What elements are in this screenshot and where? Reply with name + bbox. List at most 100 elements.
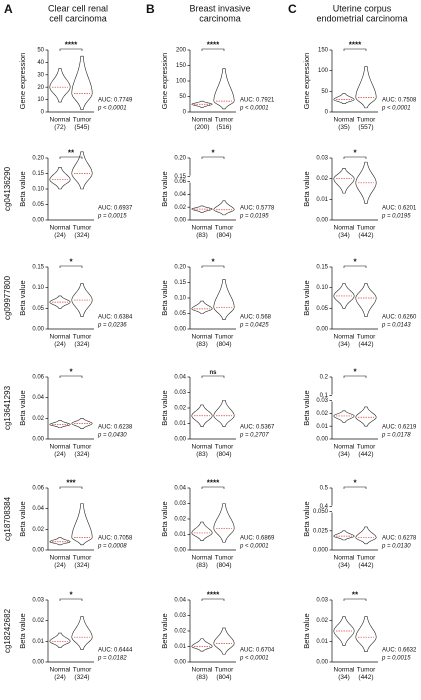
- y-tick-label: 0.01: [316, 197, 328, 203]
- sample-count: (804): [216, 674, 231, 681]
- violin: [333, 93, 355, 105]
- sample-count: (83): [196, 341, 208, 348]
- y-tick-label: 0.02: [174, 629, 186, 635]
- sample-count: (34): [338, 674, 350, 681]
- y-tick-label: 0.03: [174, 613, 186, 619]
- y-axis-label: Gene expression: [160, 53, 169, 110]
- y-tick-label: 50: [37, 48, 44, 54]
- violin: [49, 420, 71, 428]
- y-tick-label: 0.01: [174, 532, 186, 538]
- violin: [333, 530, 355, 541]
- sample-count: (804): [216, 232, 231, 239]
- y-tick-label: 0.20: [32, 156, 44, 162]
- x-tick-label: Normal: [192, 334, 214, 341]
- p-value-label: p = 0,0425: [239, 323, 269, 329]
- x-tick-label: Normal: [192, 117, 214, 124]
- y-axis-label: Beta value: [302, 171, 311, 206]
- sample-count: (324): [74, 562, 89, 569]
- y-axis-label: Beta value: [160, 501, 169, 536]
- auc-label: AUC: 0.6278: [382, 536, 417, 542]
- x-tick-label: Normal: [50, 225, 72, 232]
- y-tick-label: 0.00: [174, 327, 186, 333]
- x-tick-label: Tumor: [215, 667, 234, 674]
- panel-letter: B: [146, 2, 155, 16]
- p-value-label: p = 0,0178: [381, 433, 411, 439]
- x-tick-label: Tumor: [73, 334, 92, 341]
- x-tick-label: Tumor: [215, 555, 234, 562]
- significance-bracket: [343, 486, 367, 489]
- sample-count: (34): [338, 232, 350, 239]
- significance-bracket: [343, 48, 367, 51]
- y-axis-label: Gene expression: [18, 53, 27, 110]
- column-title: Breast invasive: [189, 3, 250, 13]
- x-tick-label: Normal: [192, 225, 214, 232]
- violin: [213, 503, 235, 543]
- auc-label: AUC: 0.6632: [382, 648, 417, 654]
- y-tick-label: 0.03: [32, 598, 44, 604]
- significance-bracket: [343, 598, 367, 601]
- violin: [191, 300, 213, 314]
- sample-count: (442): [358, 674, 373, 681]
- significance-label: *: [353, 479, 357, 488]
- violin: [333, 410, 355, 423]
- y-tick-label: 0.00: [316, 437, 328, 443]
- y-tick-label: 0.20: [174, 156, 186, 162]
- y-tick-label: 0.05: [174, 311, 186, 317]
- significance-label: *: [69, 258, 73, 267]
- y-tick-label: 0.10: [32, 187, 44, 193]
- violin: [213, 399, 235, 427]
- y-tick-label: 0.2: [320, 375, 329, 381]
- p-value-label: p = 0,0195: [381, 214, 411, 220]
- sample-count: (324): [74, 232, 89, 239]
- y-axis-label: Beta value: [302, 613, 311, 648]
- y-tick-label: 20: [37, 85, 44, 91]
- y-tick-label: 0.03: [316, 398, 328, 404]
- y-axis-label: Beta value: [160, 280, 169, 315]
- significance-bracket: [201, 375, 225, 378]
- y-axis-label: Gene expression: [302, 53, 311, 110]
- y-tick-label: 0.01: [174, 644, 186, 650]
- x-tick-label: Tumor: [357, 225, 376, 232]
- significance-bracket: [343, 265, 367, 268]
- y-tick-label: 0.02: [32, 618, 44, 624]
- y-tick-label: 0.04: [174, 192, 186, 198]
- p-value-label: p < 0,0001: [381, 106, 411, 112]
- y-tick-label: 100: [176, 79, 187, 85]
- y-tick-label: 0.01: [174, 421, 186, 427]
- y-axis-label: Beta value: [302, 501, 311, 536]
- y-axis-label: Beta value: [18, 613, 27, 648]
- sample-count: (804): [216, 562, 231, 569]
- y-tick-label: 0.01: [32, 639, 44, 645]
- violin: [49, 167, 71, 190]
- significance-label: *: [353, 149, 357, 158]
- auc-label: AUC: 0.6704: [240, 648, 275, 654]
- p-value-label: p < 0,0001: [97, 106, 127, 112]
- violin: [355, 616, 377, 652]
- y-tick-label: 0.15: [32, 171, 44, 177]
- significance-label: ****: [207, 591, 220, 600]
- significance-bracket: [201, 48, 225, 51]
- y-tick-label: 0.01: [316, 424, 328, 430]
- y-tick-label: 0.000: [313, 548, 329, 554]
- auc-label: AUC: 0.568: [240, 315, 272, 321]
- violin: [191, 521, 213, 541]
- p-value-label: p = 0,0015: [97, 214, 127, 220]
- p-value-label: p = 0,0130: [381, 544, 411, 550]
- x-tick-label: Tumor: [215, 117, 234, 124]
- p-value-label: p < 0,0001: [239, 106, 269, 112]
- y-tick-label: 0.00: [32, 548, 44, 554]
- column-title: carcinoma: [199, 13, 241, 23]
- y-tick-label: 0.02: [174, 205, 186, 211]
- p-value-label: p = 0,0182: [97, 656, 127, 662]
- auc-label: AUC: 0.6869: [240, 536, 275, 542]
- row-label: cg04136290: [3, 166, 12, 211]
- significance-label: ****: [207, 479, 220, 488]
- column-title: cell carcinoma: [49, 13, 107, 23]
- significance-label: **: [352, 591, 359, 600]
- p-value-label: p = 0,0236: [97, 323, 127, 329]
- y-tick-label: 0.00: [174, 548, 186, 554]
- y-tick-label: 0.10: [316, 285, 328, 291]
- y-tick-label: 0.04: [174, 375, 186, 381]
- y-tick-label: 0: [183, 110, 187, 116]
- p-value-label: p = 0,0015: [381, 656, 411, 662]
